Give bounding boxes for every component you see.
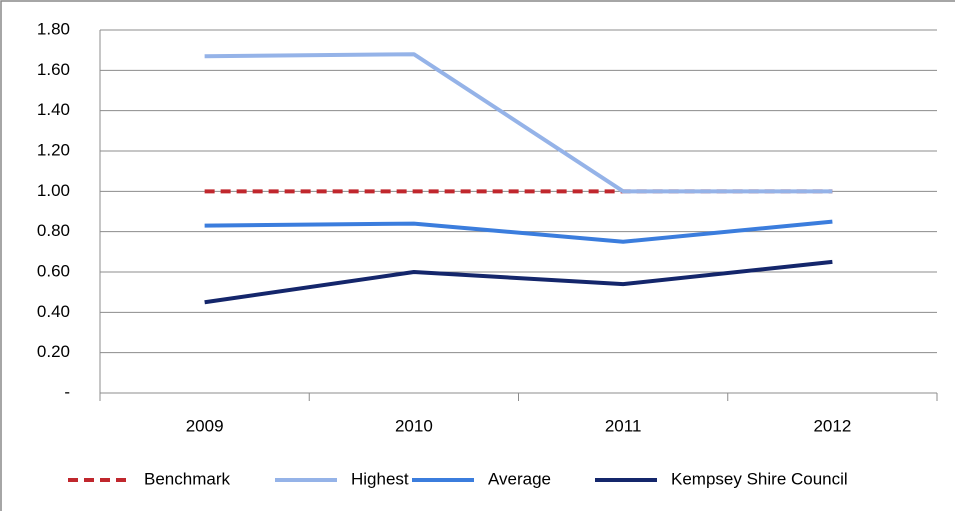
x-tick-label: 2011	[605, 416, 642, 435]
legend-label: Average	[488, 469, 551, 488]
series-line	[204, 259, 833, 305]
x-tick-label: 2010	[395, 416, 433, 435]
y-tick-label: 0.60	[37, 261, 70, 280]
y-tick-label: 1.40	[37, 100, 70, 119]
y-tick-label: 1.80	[37, 19, 70, 38]
y-tick-label: 0.20	[37, 342, 70, 361]
x-tick-label: 2012	[813, 416, 851, 435]
y-tick-label: 1.60	[37, 60, 70, 79]
y-tick-label: 0.40	[37, 302, 70, 321]
series-line	[204, 219, 833, 244]
y-tick-label: 1.20	[37, 140, 70, 159]
series-line	[204, 52, 833, 194]
y-tick-label: -	[64, 382, 70, 401]
x-tick-label: 2009	[186, 416, 224, 435]
legend-label: Highest	[351, 469, 409, 488]
legend-label: Kempsey Shire Council	[671, 469, 848, 488]
legend-label: Benchmark	[144, 469, 230, 488]
y-tick-label: 1.00	[37, 181, 70, 200]
y-tick-label: 0.80	[37, 221, 70, 240]
